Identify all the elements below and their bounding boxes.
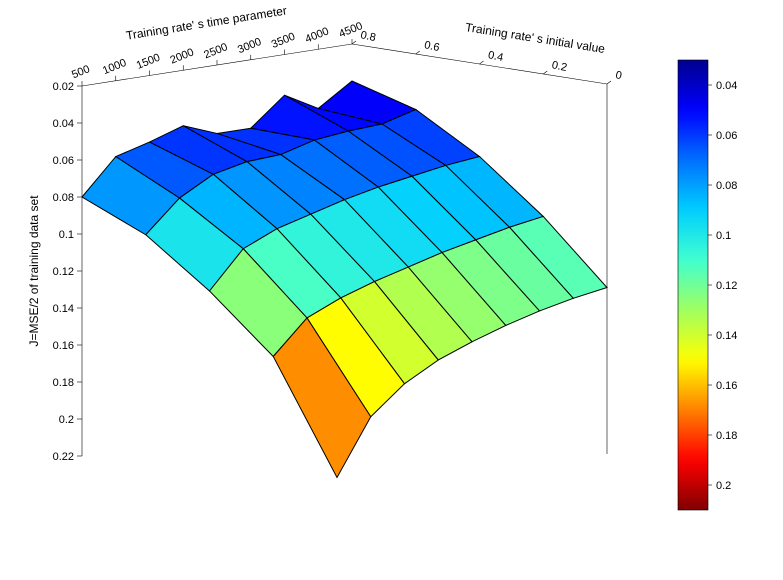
x-tick-label: 2000 xyxy=(169,46,196,66)
colorbar-tick-label: 0.2 xyxy=(716,480,731,492)
x-tick-label: 1500 xyxy=(135,52,162,72)
y-tick-label: 0.4 xyxy=(487,49,504,64)
colorbar-tick-label: 0.18 xyxy=(716,430,737,442)
z-tick-label: 0.1 xyxy=(59,229,74,241)
x-tick-label: 1000 xyxy=(101,57,128,77)
colorbar-tick-label: 0.16 xyxy=(716,380,737,392)
z-tick-label: 0.16 xyxy=(53,340,74,352)
x-tick-label: 2500 xyxy=(202,41,229,61)
z-tick-label: 0.04 xyxy=(53,118,74,130)
chart-container: 50010001500200025003000350040004500Train… xyxy=(0,0,783,580)
colorbar-tick-label: 0.12 xyxy=(716,280,737,292)
z-tick-label: 0.18 xyxy=(53,377,74,389)
z-tick-label: 0.22 xyxy=(53,451,74,463)
y-tick-label: 0.6 xyxy=(423,39,440,54)
colorbar-rect xyxy=(678,60,708,510)
colorbar-tick-label: 0.06 xyxy=(716,130,737,142)
colorbar: 0.04 0.06 0.08 0.1 0.12 0.14 0.16 0.18 0.2 xyxy=(678,60,737,510)
y-tick-label: 0.8 xyxy=(359,29,376,44)
z-tick-label: 0.06 xyxy=(53,155,74,167)
colorbar-tick-label: 0.1 xyxy=(716,230,731,242)
y-axis-label: Training rate' s initial value xyxy=(464,20,606,56)
z-tick-label: 0.12 xyxy=(53,266,74,278)
y-tick-label: 0.2 xyxy=(551,59,568,74)
y-tick-label: 0 xyxy=(614,69,622,82)
colorbar-tick-label: 0.14 xyxy=(716,330,737,342)
colorbar-tick-label: 0.04 xyxy=(716,80,737,92)
z-tick-label: 0.08 xyxy=(53,192,74,204)
x-tick-label: 500 xyxy=(70,63,92,81)
z-tick-label: 0.2 xyxy=(59,414,74,426)
z-tick-label: 0.14 xyxy=(53,303,74,315)
z-axis-label: J=MSE/2 of training data set xyxy=(27,195,41,347)
x-axis-label: Training rate' s time parameter xyxy=(125,3,288,42)
colorbar-tick-label: 0.08 xyxy=(716,180,737,192)
z-tick-label: 0.02 xyxy=(53,81,74,93)
x-tick-label: 4000 xyxy=(304,25,331,45)
x-tick-label: 3500 xyxy=(270,31,297,51)
surface xyxy=(82,81,607,478)
x-tick-label: 3000 xyxy=(236,36,263,56)
surface-plot-svg: 50010001500200025003000350040004500Train… xyxy=(0,0,783,580)
